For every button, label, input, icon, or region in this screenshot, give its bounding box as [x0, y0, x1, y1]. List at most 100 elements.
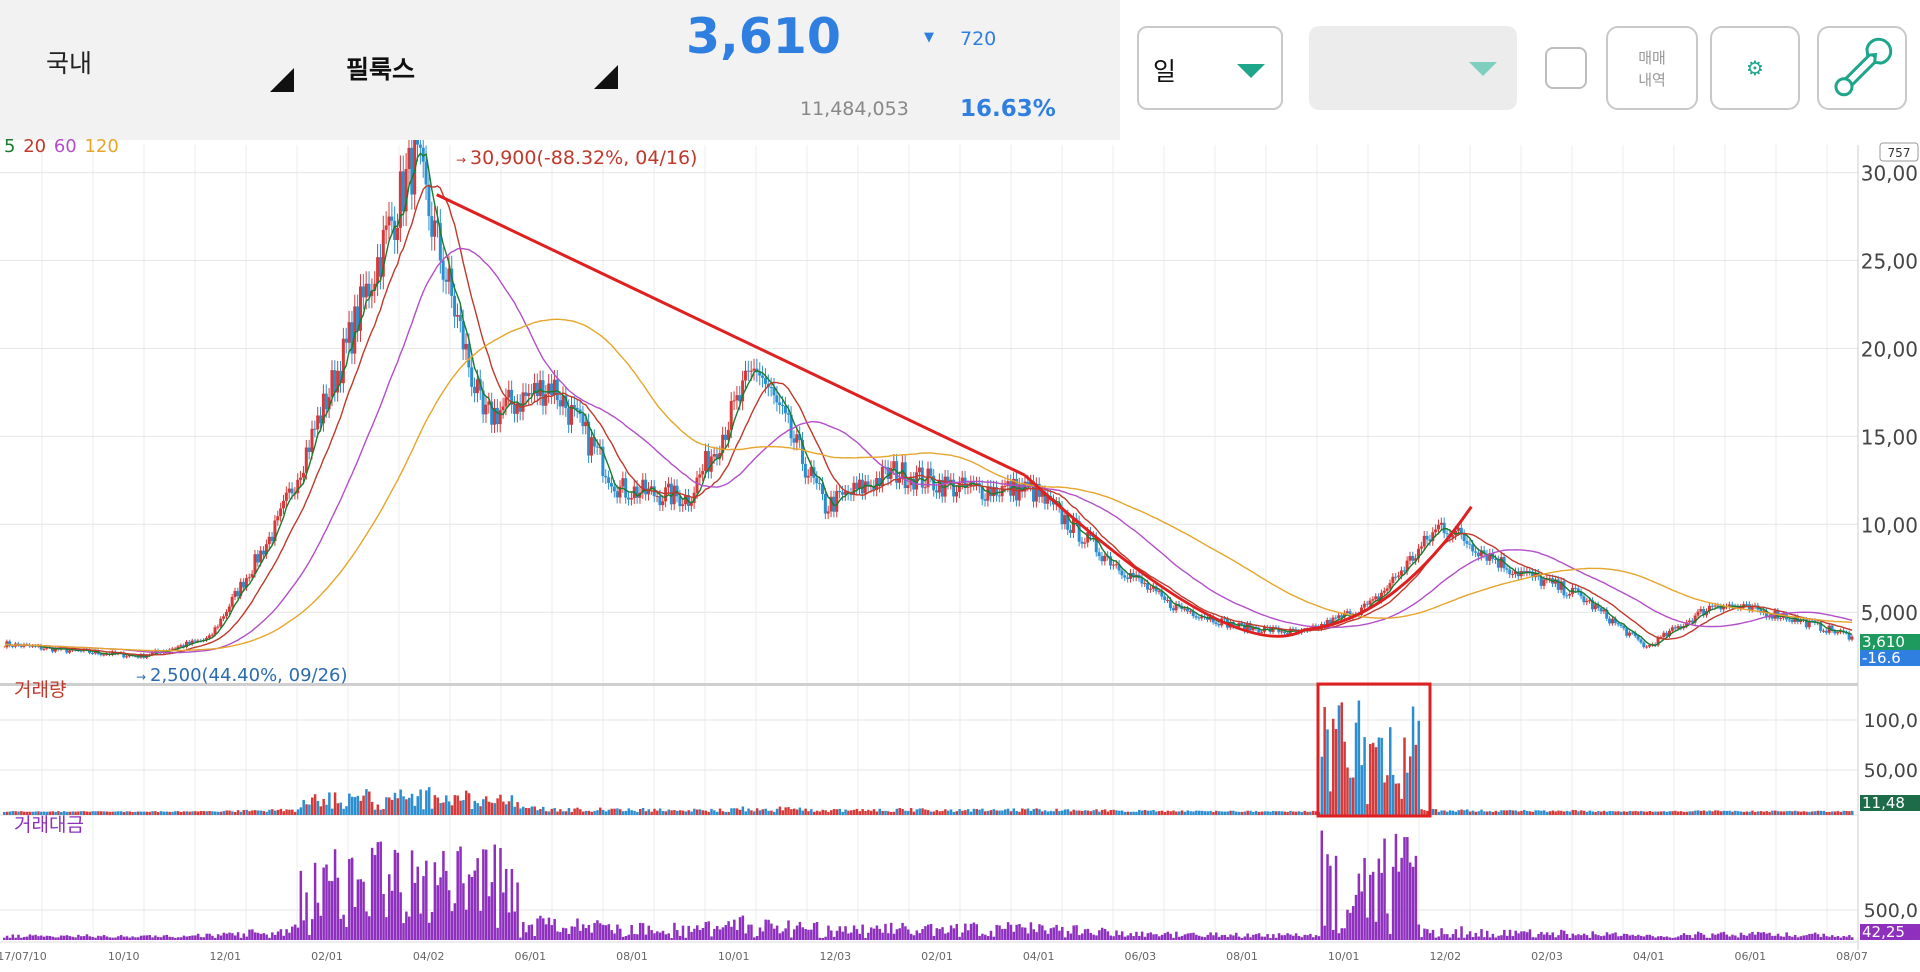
amount-bar — [484, 849, 488, 940]
candle-body — [242, 581, 246, 588]
volume-bar — [670, 810, 673, 815]
volume-bar — [1063, 809, 1067, 815]
amount-bar — [1662, 937, 1666, 940]
volume-bar — [1386, 775, 1389, 815]
candle-body — [1040, 491, 1044, 497]
volume-bar — [162, 811, 166, 815]
volume-bar — [305, 804, 308, 815]
amount-bar — [1594, 934, 1597, 940]
volume-bar — [1474, 811, 1478, 815]
amount-bar — [125, 936, 129, 940]
volume-bar — [1625, 811, 1629, 815]
volume-bar — [1742, 811, 1746, 815]
candle-body — [878, 477, 882, 487]
amount-bar — [1819, 936, 1823, 940]
ma20-legend: 20 — [23, 136, 47, 157]
settings-button[interactable]: ⚙ — [1710, 26, 1800, 110]
volume-bar — [553, 807, 556, 815]
x-axis-tick: 10/10 — [108, 950, 140, 963]
tools-button[interactable] — [1817, 26, 1907, 110]
amount-bar — [1118, 934, 1121, 940]
amount-bar — [710, 936, 713, 940]
amount-bar — [1714, 934, 1717, 940]
stock-chart[interactable]: 30,0025,0020,0015,0010,005,00030,900(-88… — [0, 140, 1920, 972]
sub-period-select[interactable] — [1309, 26, 1517, 110]
stock-dropdown-icon[interactable] — [594, 65, 618, 89]
amount-bar — [972, 922, 976, 940]
amount-bar — [1098, 930, 1101, 940]
candle-body — [421, 147, 425, 162]
candle-body — [1839, 630, 1843, 633]
market-dropdown-icon[interactable] — [270, 68, 294, 92]
volume-bar — [1828, 811, 1831, 815]
volume-bar — [1294, 811, 1298, 815]
volume-bar — [99, 811, 103, 815]
volume-bar — [1112, 809, 1115, 815]
volume-bar — [453, 795, 457, 815]
amount-bar — [439, 877, 442, 940]
candle-body — [413, 140, 417, 195]
volume-bar — [1411, 706, 1415, 815]
amount-bar — [778, 933, 782, 940]
amount-bar — [556, 931, 559, 940]
candle-body — [1499, 557, 1503, 568]
amount-bar — [570, 926, 574, 940]
amount-bar — [735, 929, 739, 940]
amount-bar — [268, 937, 271, 940]
volume-bar — [276, 809, 280, 815]
amount-bar — [727, 921, 730, 940]
amount-bar — [527, 925, 531, 940]
candle-body — [1693, 615, 1697, 623]
stock-name[interactable]: 필룩스 — [346, 55, 416, 84]
volume-bar — [185, 811, 189, 815]
candle-body — [1245, 623, 1249, 632]
amount-bar — [676, 930, 679, 940]
volume-bar — [852, 809, 856, 815]
candle-body — [1850, 636, 1854, 640]
amount-bar — [239, 937, 243, 940]
candle-body — [1531, 571, 1535, 578]
ma120-line — [3, 318, 1853, 652]
amount-bar — [607, 924, 611, 940]
candle-body — [1425, 535, 1429, 540]
trade-history-button[interactable]: 매매 내역 — [1606, 26, 1698, 110]
candle-body — [1659, 637, 1663, 639]
candle-body — [786, 413, 790, 415]
candle-body — [296, 479, 300, 494]
candle-body — [319, 415, 323, 424]
volume-bar — [838, 808, 842, 815]
option-checkbox[interactable] — [1545, 47, 1587, 89]
volume-bar — [1197, 810, 1201, 815]
volume-bar — [1081, 811, 1084, 815]
candle-body — [53, 648, 57, 652]
volume-bar — [1765, 811, 1768, 815]
candle-body — [570, 405, 574, 425]
volume-bar — [830, 810, 833, 815]
volume-bar — [234, 811, 237, 815]
candle-body — [105, 653, 109, 655]
amount-bar — [388, 874, 391, 940]
amount-pane-label: 거래대금 — [14, 814, 84, 836]
candle-body — [892, 461, 896, 469]
candle-body — [170, 648, 174, 650]
amount-bar — [60, 935, 63, 940]
amount-bar — [1112, 936, 1115, 940]
candle-body — [1017, 484, 1021, 501]
volume-bar — [753, 811, 756, 815]
x-axis-tick: 06/01 — [514, 950, 546, 963]
volume-bar — [1534, 810, 1537, 815]
candle-body — [42, 648, 46, 650]
volume-bar — [345, 806, 348, 815]
amount-bar — [1545, 932, 1549, 940]
chart-area[interactable]: 30,00 25,00 20,00 15,00 10,00 5,000 30,900(-88… — [0, 140, 1920, 972]
volume-bar — [1246, 810, 1249, 815]
period-select[interactable]: 일 — [1137, 26, 1283, 110]
volume-bar — [91, 811, 94, 815]
market-selector[interactable]: 국내 — [46, 49, 93, 78]
candle-body — [1100, 556, 1104, 562]
volume-bar — [390, 799, 394, 815]
candle-body — [618, 486, 622, 498]
amount-bar — [1229, 934, 1232, 940]
amount-bar — [1340, 928, 1344, 940]
candle-body — [1282, 631, 1286, 633]
